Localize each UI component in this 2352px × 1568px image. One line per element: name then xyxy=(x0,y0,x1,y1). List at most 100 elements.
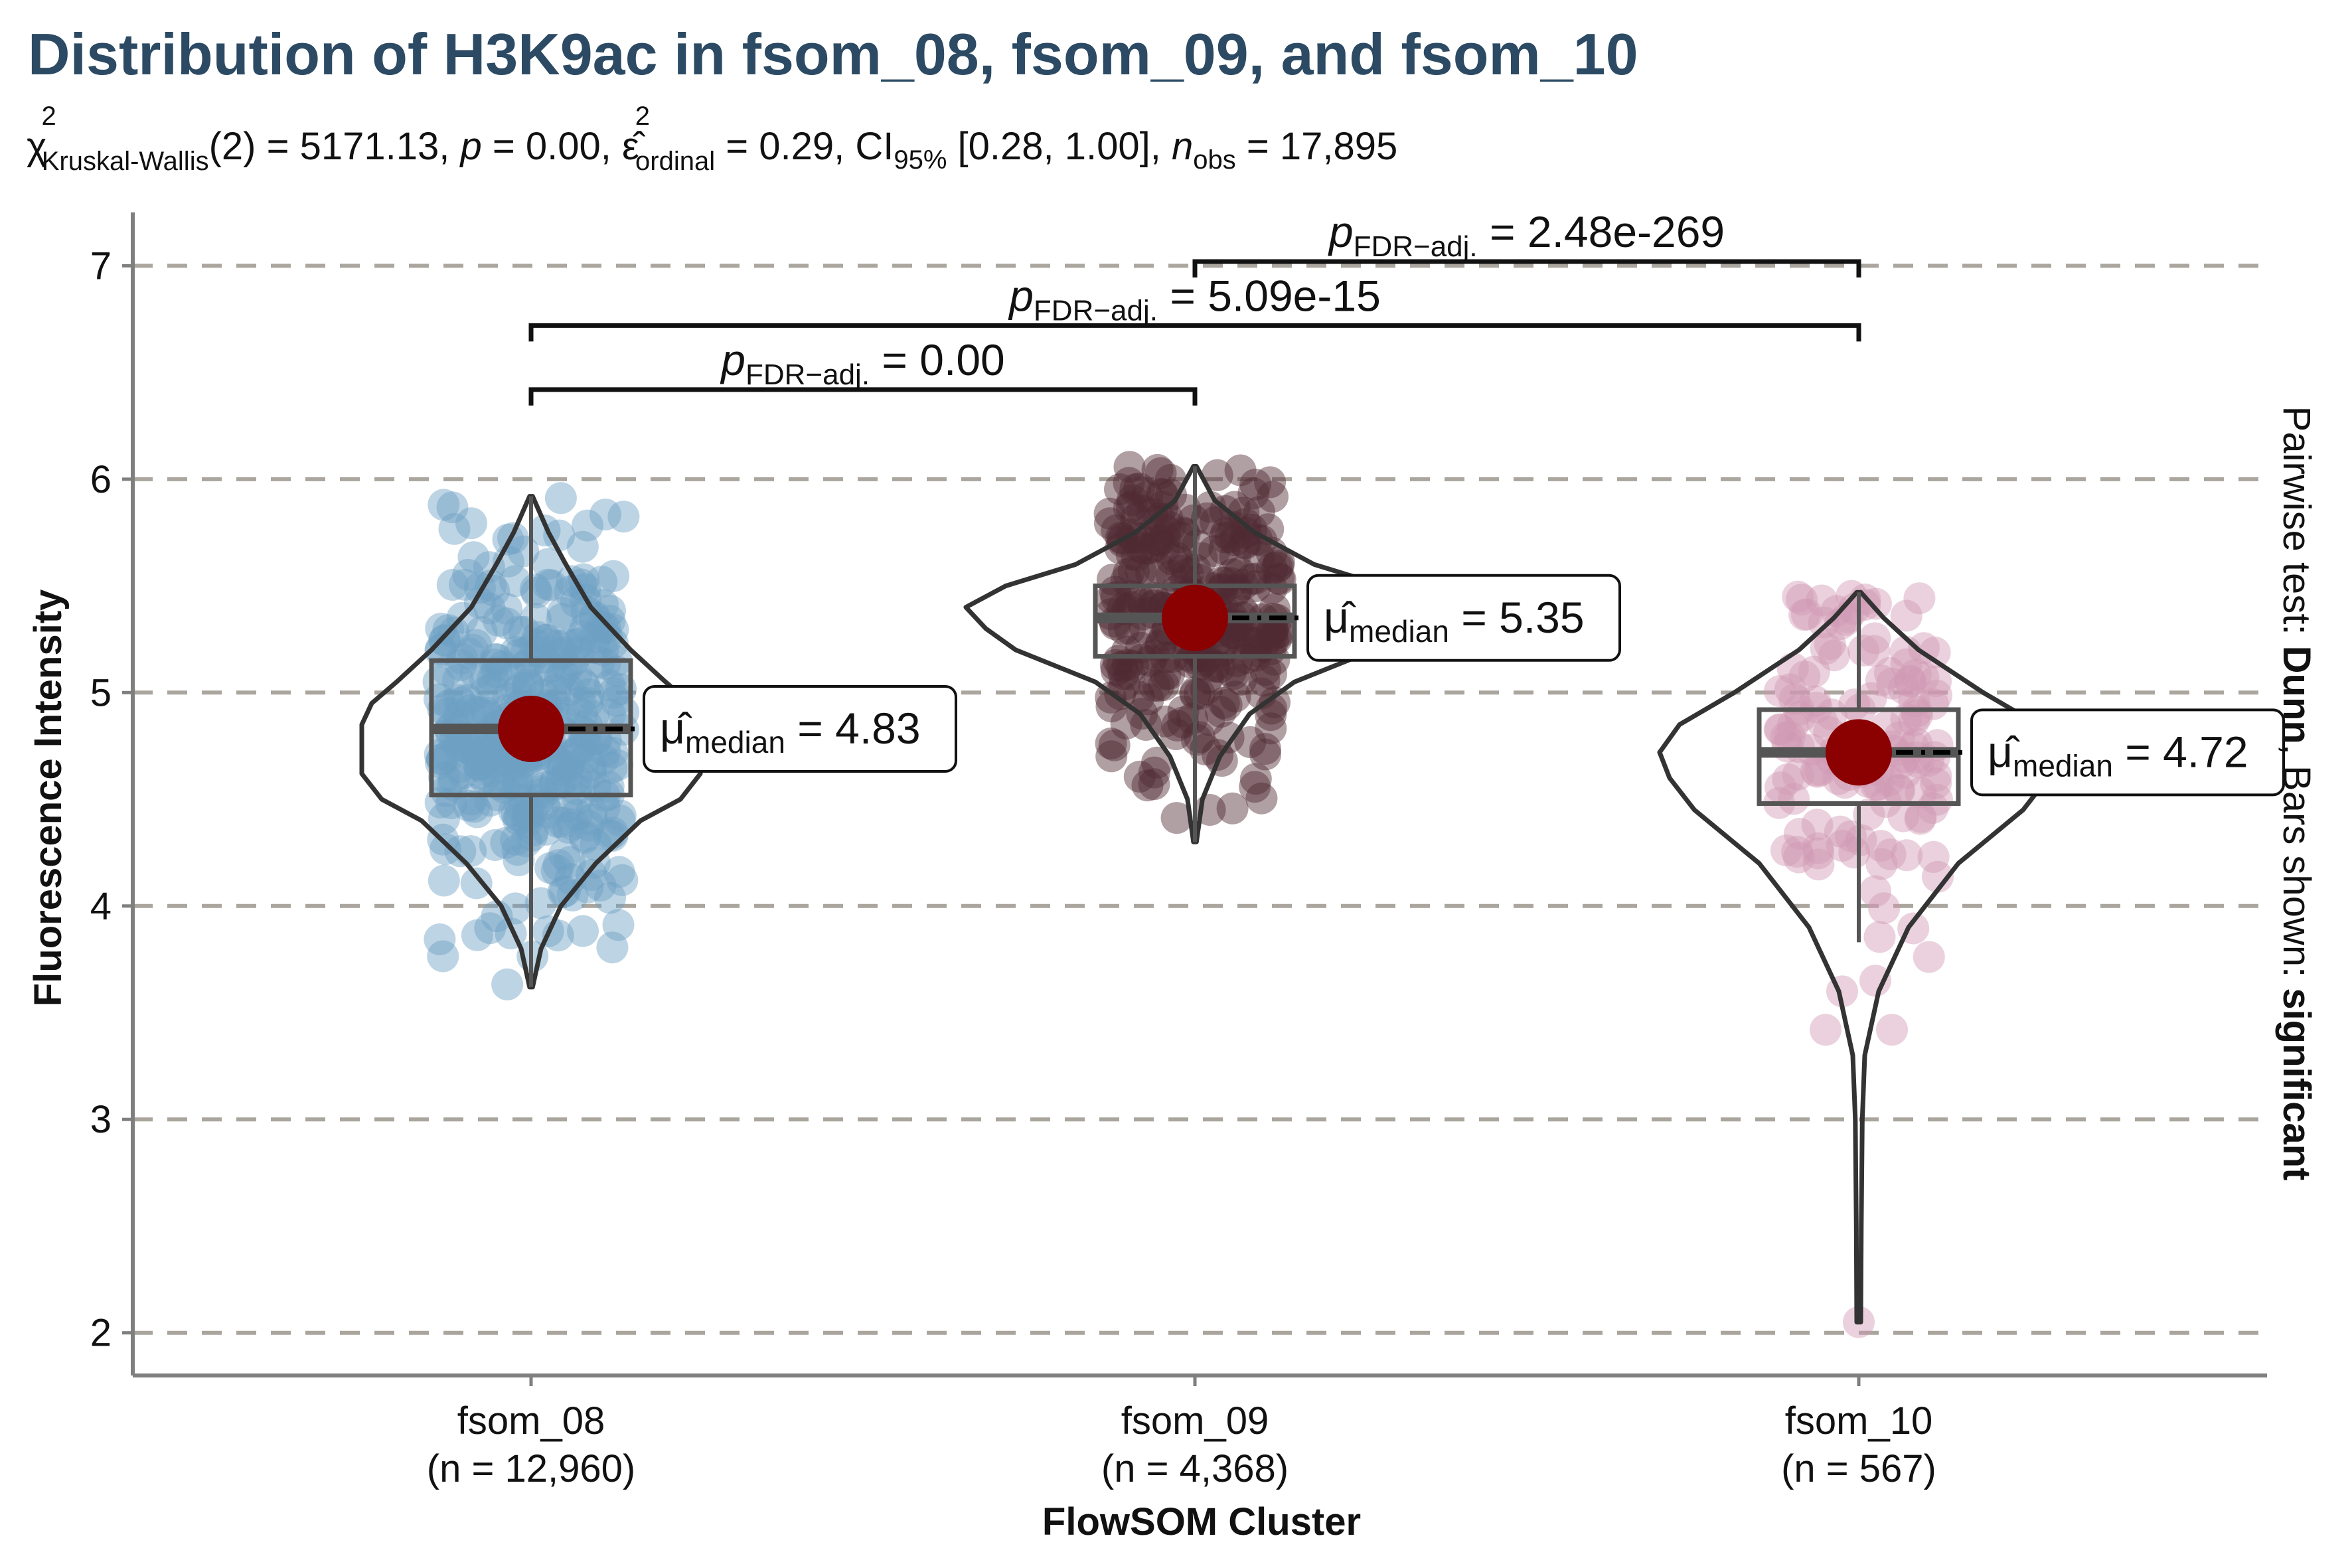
jitter-point xyxy=(1125,555,1157,588)
jitter-point xyxy=(1859,588,1892,620)
jitter-point xyxy=(554,741,586,773)
jitter-point xyxy=(1138,669,1170,702)
jitter-point xyxy=(1889,757,1922,789)
jitter-point xyxy=(604,799,637,832)
jitter-point xyxy=(1136,497,1168,530)
median-label-value: = 5.35 xyxy=(1449,593,1585,642)
jitter-point xyxy=(1229,516,1262,549)
side-test: Dunn xyxy=(2275,646,2318,744)
jitter-point xyxy=(1123,472,1156,505)
jitter-point xyxy=(1921,783,1953,816)
jitter-point xyxy=(427,693,459,726)
jitter-point xyxy=(1104,532,1137,565)
jitter-point xyxy=(542,629,574,662)
jitter-point xyxy=(1208,566,1241,599)
jitter-point xyxy=(1233,626,1266,658)
jitter-point xyxy=(571,686,603,719)
jitter-point xyxy=(1773,720,1806,753)
jitter-point xyxy=(588,791,621,824)
median-label-box-fsom_10 xyxy=(1970,708,2285,797)
jitter-point xyxy=(603,804,636,836)
jitter-point xyxy=(1156,543,1188,576)
median-label-value: = 4.72 xyxy=(2113,727,2248,776)
jitter-point xyxy=(546,754,578,787)
jitter-point xyxy=(501,798,533,830)
jitter-point xyxy=(1149,658,1182,690)
grid-lines xyxy=(133,264,2267,1335)
jitter-point xyxy=(426,743,459,775)
jitter-point xyxy=(570,612,601,645)
jitter-point xyxy=(594,882,626,914)
jitter-point xyxy=(1919,636,1951,668)
jitter-point xyxy=(1103,645,1135,677)
jitter-point xyxy=(1135,558,1168,590)
jitter-point xyxy=(544,662,576,694)
jitter-point xyxy=(1113,451,1146,483)
jitter-point xyxy=(539,673,572,706)
jitter-point xyxy=(589,499,621,531)
jitter-point xyxy=(1107,658,1140,690)
jitter-point xyxy=(546,658,579,690)
comparison-label-0: pFDR−adj. = 0.00 xyxy=(720,335,1004,391)
jitter-point xyxy=(1802,848,1835,881)
jitter-point xyxy=(1123,760,1156,793)
jitter-point xyxy=(1778,683,1811,716)
jitter-point xyxy=(1802,837,1834,870)
jitter-point xyxy=(464,757,497,789)
jitter-point xyxy=(1154,463,1187,496)
jitter-point xyxy=(1215,567,1247,599)
jitter-point xyxy=(1140,524,1173,556)
jitter-point xyxy=(1883,721,1915,753)
jitter-point xyxy=(1123,582,1155,615)
jitter-point xyxy=(1917,688,1949,720)
jitter-point xyxy=(542,806,574,838)
jitter-point xyxy=(474,912,507,945)
jitter-point xyxy=(1113,658,1146,690)
jitter-point xyxy=(451,684,484,716)
jitter-point xyxy=(1167,706,1200,739)
jitter-point xyxy=(1119,473,1152,506)
jitter-point xyxy=(1260,623,1293,655)
jitter-point xyxy=(566,530,599,563)
jitter-point xyxy=(1218,511,1250,543)
jitter-point xyxy=(1100,655,1133,686)
jitter-point xyxy=(1901,699,1933,732)
jitter-point xyxy=(502,758,534,791)
jitter-point xyxy=(469,664,501,696)
jitter-point xyxy=(1142,670,1175,702)
jitter-point xyxy=(471,744,503,776)
eps-sub: ordinal xyxy=(635,147,715,176)
jitter-point xyxy=(1239,771,1271,803)
jitter-point xyxy=(1241,523,1273,556)
jitter-point xyxy=(1093,497,1126,530)
jitter-point xyxy=(1894,665,1926,697)
jitter-point xyxy=(1140,505,1172,537)
jitter-point xyxy=(454,694,487,726)
jitter-point xyxy=(1155,479,1187,511)
jitter-point xyxy=(1168,548,1200,580)
jitter-point xyxy=(469,676,502,708)
jitter-point xyxy=(512,796,545,828)
jitter-point xyxy=(1227,615,1259,648)
jitter-point xyxy=(1104,678,1137,710)
jitter-point xyxy=(1770,834,1802,867)
jitter-point xyxy=(1239,635,1272,668)
jitter-point xyxy=(1108,668,1140,701)
jitter-point xyxy=(499,565,531,597)
jitter-point xyxy=(547,876,580,908)
jitter-point xyxy=(1816,698,1847,731)
jitter-point xyxy=(1142,552,1175,585)
jitter-point xyxy=(1855,682,1887,714)
jitter-point xyxy=(504,790,536,823)
jitter-point xyxy=(1227,497,1260,529)
jitter-point xyxy=(556,808,589,840)
jitter-point xyxy=(1219,575,1252,607)
jitter-point xyxy=(1125,531,1156,564)
jitter-point xyxy=(1920,759,1952,792)
x-tick-n-fsom_09: (n = 4,368) xyxy=(1101,1447,1289,1490)
jitter-point xyxy=(1208,686,1240,719)
jitter-point xyxy=(461,696,493,728)
jitter-point xyxy=(457,633,489,666)
jitter-point xyxy=(476,736,509,769)
jitter-point xyxy=(1176,702,1208,735)
